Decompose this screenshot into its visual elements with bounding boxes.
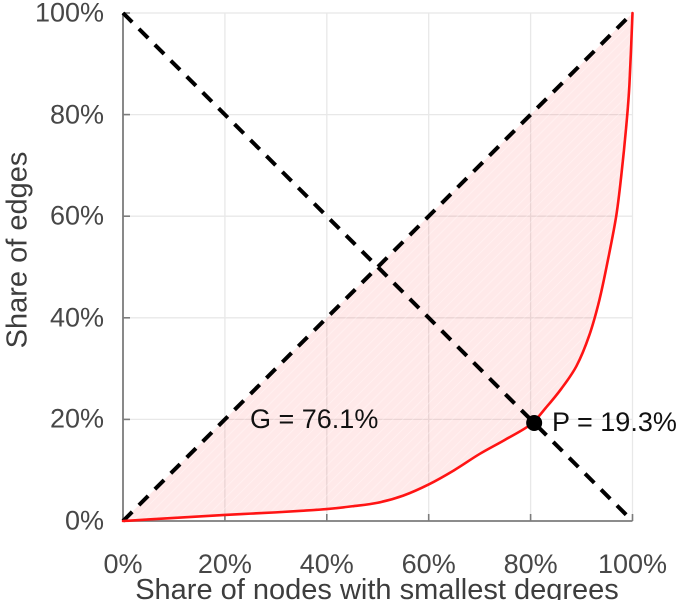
gini-value-label: G = 76.1% xyxy=(250,404,379,434)
axis-layer xyxy=(122,12,634,522)
lorenz-curve xyxy=(121,11,634,523)
anti-diagonal-line xyxy=(121,11,634,523)
x-axis-title: Share of nodes with smallest degrees xyxy=(135,574,619,600)
y-tick-label: 0% xyxy=(64,505,104,536)
y-axis-title: Share of edges xyxy=(1,151,34,349)
x-tick-label: 100% xyxy=(597,549,668,579)
y-tick-label: 40% xyxy=(49,302,104,333)
x-tick-label: 20% xyxy=(197,549,252,579)
x-tick-label: 80% xyxy=(503,549,558,579)
x-tick-label: 60% xyxy=(401,549,456,579)
pareto-value-label: P = 19.3% xyxy=(552,407,677,437)
intersection-point xyxy=(526,414,543,431)
x-tick-label: 0% xyxy=(103,549,143,579)
equality-line xyxy=(121,11,634,523)
y-tick-label: 20% xyxy=(49,403,104,434)
y-tick-label: 80% xyxy=(49,99,104,130)
y-tick-label: 100% xyxy=(34,0,104,28)
x-tick-label: 40% xyxy=(299,549,354,579)
gini-area-hatch xyxy=(123,13,633,521)
y-tick-label: 60% xyxy=(49,200,104,231)
